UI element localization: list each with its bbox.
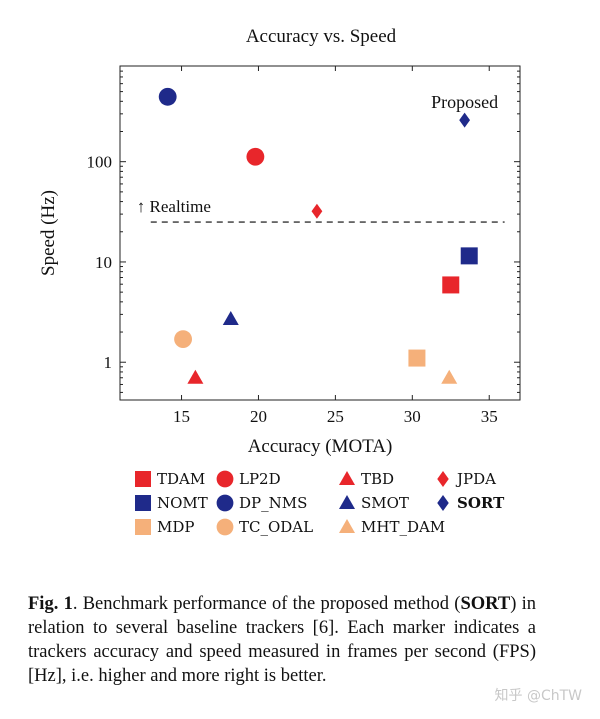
y-tick-label: 100 (87, 153, 113, 172)
x-axis-ticks: 15 20 25 30 35 (173, 66, 498, 426)
x-tick-label: 20 (250, 407, 267, 426)
y-axis-ticks: 1 10 100 (87, 65, 520, 393)
marker-dp-nms (158, 87, 177, 106)
x-axis-label: Accuracy (MOTA) (248, 436, 393, 457)
legend-swatch (339, 519, 355, 533)
triangle-icon (339, 519, 355, 533)
legend-label: TDAM (157, 470, 206, 488)
legend-item-tbd: TBD (338, 470, 394, 488)
marker-tc-odal (174, 330, 193, 349)
legend-label: NOMT (157, 494, 208, 512)
legend-swatch (437, 471, 449, 487)
legend-swatch (339, 471, 355, 485)
legend-label: MDP (157, 518, 195, 536)
legend-label: MHT_DAM (361, 518, 446, 536)
marker-jpda (311, 203, 323, 219)
legend-swatch (135, 519, 151, 535)
caption-text-part1: . Benchmark performance of the proposed … (72, 593, 461, 614)
legend-label: SORT (457, 494, 505, 512)
legend-label: DP_NMS (239, 494, 308, 512)
marker-smot (222, 310, 239, 325)
y-tick-label: 10 (95, 253, 112, 272)
y-tick-label: 1 (104, 353, 113, 372)
chart-title: Accuracy vs. Speed (246, 26, 397, 47)
realtime-label: ↑ Realtime (137, 197, 211, 216)
circle-icon (216, 518, 234, 536)
legend-swatch (216, 494, 234, 512)
legend-item-smot: SMOT (338, 494, 409, 512)
legend-item-jpda: JPDA (434, 470, 496, 488)
marker-tdam (442, 276, 460, 294)
legend-swatch (437, 495, 449, 511)
legend-item-dp-nms: DP_NMS (216, 494, 307, 512)
x-tick-label: 35 (481, 407, 498, 426)
marker-lp2d (246, 147, 265, 166)
legend-label: JPDA (457, 470, 496, 488)
y-axis-label: Speed (Hz) (38, 190, 59, 276)
legend-label: SMOT (361, 494, 409, 512)
square-icon (135, 519, 151, 535)
legend-item-tc-odal: TC_ODAL (216, 518, 313, 536)
legend-item-tdam: TDAM (134, 470, 205, 488)
legend-item-sort: SORT (434, 494, 504, 512)
square-icon (135, 495, 151, 511)
diamond-icon (437, 495, 449, 511)
legend-label: LP2D (239, 470, 281, 488)
legend-swatch (216, 470, 234, 488)
marker-sort (459, 112, 471, 128)
triangle-icon (339, 471, 355, 485)
circle-icon (216, 470, 234, 488)
data-markers (158, 87, 478, 384)
legend-label: TC_ODAL (239, 518, 314, 536)
legend-label: TBD (361, 470, 395, 488)
x-tick-label: 15 (173, 407, 190, 426)
diamond-icon (437, 471, 449, 487)
legend-item-nomt: NOMT (134, 494, 208, 512)
plot-frame (119, 65, 521, 401)
legend-item-mdp: MDP (134, 518, 194, 536)
square-icon (135, 471, 151, 487)
legend-swatch (135, 495, 151, 511)
triangle-icon (339, 495, 355, 509)
legend-swatch (339, 495, 355, 509)
legend-item-mht-dam: MHT_DAM (338, 518, 445, 536)
scatter-chart: Accuracy vs. Speed 15 20 25 30 35 1 10 100 Acc… (38, 26, 521, 457)
circle-icon (216, 494, 234, 512)
legend-swatch (216, 518, 234, 536)
proposed-annotation: Proposed (431, 92, 498, 112)
figure-caption: Fig. 1. Benchmark performance of the pro… (28, 592, 536, 688)
marker-nomt (460, 247, 478, 265)
watermark: 知乎 @ChTW (494, 688, 583, 704)
legend-item-lp2d: LP2D (216, 470, 281, 488)
legend-swatch (135, 471, 151, 487)
marker-tbd (187, 369, 204, 384)
caption-text-part2: ) in relation to several baseline tracke… (28, 593, 536, 686)
marker-mht-dam (441, 369, 458, 384)
marker-mdp (408, 349, 426, 367)
caption-bold-sort: SORT (460, 593, 511, 614)
caption-figure-label: Fig. 1 (28, 593, 73, 614)
x-tick-label: 25 (327, 407, 344, 426)
x-tick-label: 30 (404, 407, 421, 426)
